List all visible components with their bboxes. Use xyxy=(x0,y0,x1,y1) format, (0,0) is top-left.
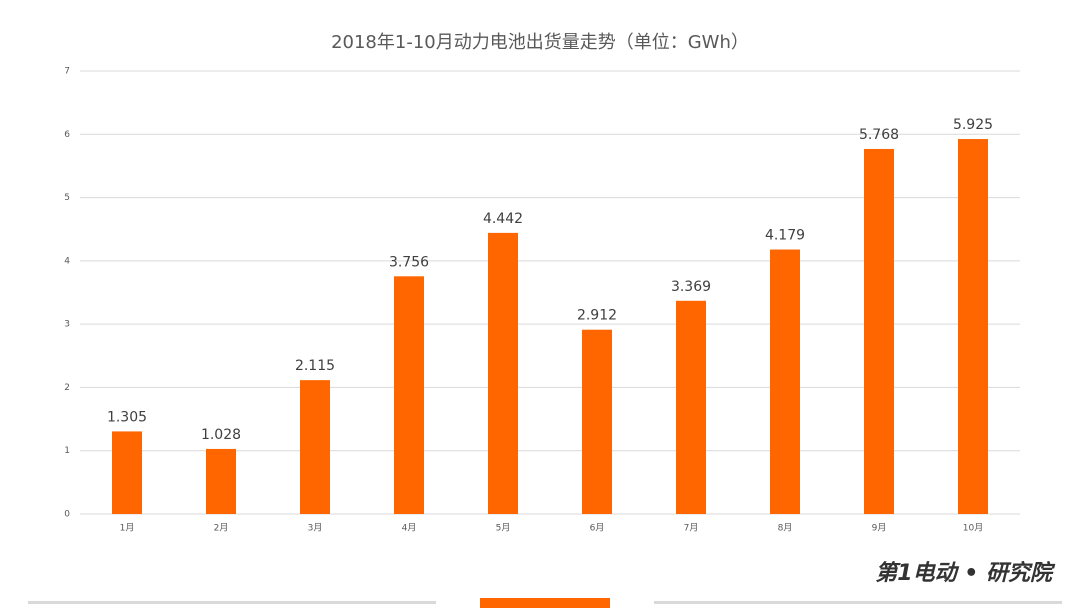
y-tick-label: 4 xyxy=(64,256,70,266)
x-tick-label: 9月 xyxy=(872,523,887,534)
value-label: 1.305 xyxy=(107,409,147,425)
bar xyxy=(394,276,424,514)
value-label: 4.442 xyxy=(483,211,523,227)
bar xyxy=(864,148,894,514)
x-tick-label: 2月 xyxy=(214,523,229,534)
y-tick-label: 7 xyxy=(64,67,70,77)
value-label: 4.179 xyxy=(765,228,805,244)
value-label: 5.768 xyxy=(859,127,899,143)
y-tick-label: 5 xyxy=(64,193,70,203)
decor-bar xyxy=(654,601,1062,604)
x-tick-label: 1月 xyxy=(120,523,135,534)
value-label: 3.369 xyxy=(671,279,711,295)
watermark: 第1电动 • 研究院 xyxy=(875,560,1056,586)
chart-title: 2018年1-10月动力电池出货量走势（单位：GWh） xyxy=(331,32,749,53)
bar xyxy=(676,300,706,514)
y-tick-label: 1 xyxy=(64,446,70,456)
y-tick-label: 0 xyxy=(64,510,70,520)
bar xyxy=(958,139,988,514)
x-tick-label: 6月 xyxy=(590,523,605,534)
bar xyxy=(206,448,236,514)
value-label: 2.115 xyxy=(295,358,335,374)
value-label: 5.925 xyxy=(953,117,993,133)
y-tick-label: 3 xyxy=(64,320,70,330)
value-label: 1.028 xyxy=(201,427,241,443)
value-label: 2.912 xyxy=(577,308,617,324)
value-label: 3.756 xyxy=(389,254,429,270)
x-tick-label: 3月 xyxy=(308,523,323,534)
x-tick-label: 8月 xyxy=(778,523,793,534)
bar xyxy=(582,329,612,514)
bar xyxy=(770,249,800,515)
x-tick-label: 7月 xyxy=(684,523,699,534)
decor-bar xyxy=(480,598,610,608)
x-tick-label: 10月 xyxy=(963,523,983,534)
bar xyxy=(488,232,518,514)
y-tick-label: 6 xyxy=(64,130,70,140)
y-tick-label: 2 xyxy=(64,383,70,393)
decor-bar xyxy=(28,601,436,604)
x-tick-label: 5月 xyxy=(496,523,511,534)
x-tick-label: 4月 xyxy=(402,523,417,534)
bar xyxy=(112,431,142,514)
bar xyxy=(300,380,330,514)
